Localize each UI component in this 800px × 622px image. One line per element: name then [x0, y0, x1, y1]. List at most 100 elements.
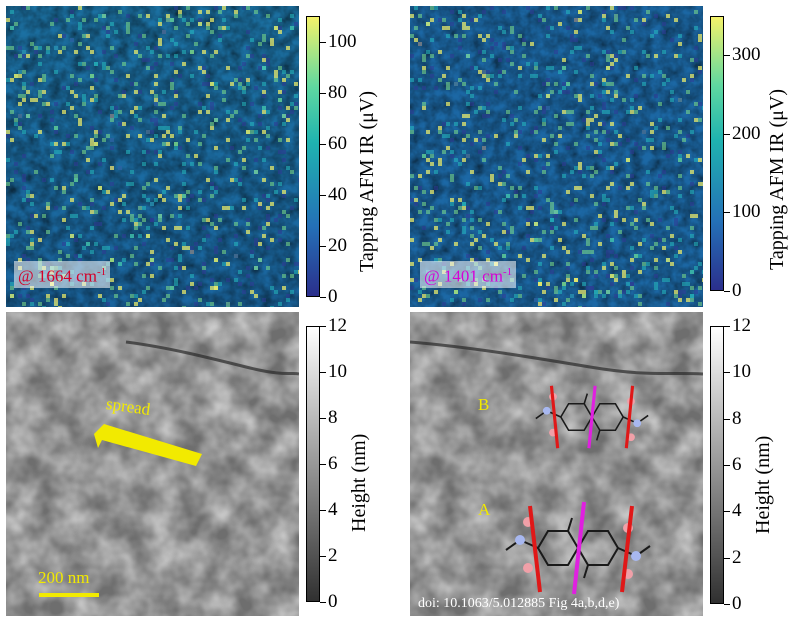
ir-pixel	[258, 146, 262, 150]
ir-pixel	[430, 74, 434, 78]
ir-pixel	[502, 230, 506, 234]
ir-pixel	[98, 294, 102, 298]
ir-pixel	[626, 110, 630, 114]
ir-pixel	[38, 114, 42, 118]
ir-pixel	[610, 274, 614, 278]
ir-pixel	[50, 178, 54, 182]
ir-pixel	[590, 286, 594, 290]
ir-pixel	[542, 166, 546, 170]
ir-pixel	[262, 82, 266, 86]
ir-pixel	[434, 86, 438, 90]
ir-pixel	[602, 122, 606, 126]
ir-pixel	[34, 134, 38, 138]
ir-pixel	[178, 126, 182, 130]
ir-pixel	[46, 102, 50, 106]
ir-pixel	[226, 262, 230, 266]
ir-pixel	[462, 302, 466, 306]
ir-pixel	[578, 290, 582, 294]
ir-pixel	[154, 198, 158, 202]
ir-pixel	[86, 206, 90, 210]
ir-pixel	[66, 254, 70, 258]
ir-pixel	[446, 66, 450, 70]
ir-pixel	[234, 222, 238, 226]
molecule-b-diagram	[535, 385, 649, 449]
ir-pixel	[74, 162, 78, 166]
ir-pixel	[22, 70, 26, 74]
ir-pixel	[654, 286, 658, 290]
ir-pixel	[258, 114, 262, 118]
ir-pixel	[594, 150, 598, 154]
ir-pixel	[482, 146, 486, 150]
ir-pixel	[270, 38, 274, 42]
ir-pixel	[510, 30, 514, 34]
ir-pixel	[486, 70, 490, 74]
ir-pixel	[478, 230, 482, 234]
ir-pixel	[126, 210, 130, 214]
ir-pixel	[62, 186, 66, 190]
ir-pixel	[574, 70, 578, 74]
ir-pixel	[146, 234, 150, 238]
ir-pixel	[474, 238, 478, 242]
ir-pixel	[54, 206, 58, 210]
ir-pixel	[286, 118, 290, 122]
ir-pixel	[662, 290, 666, 294]
ir-pixel	[510, 26, 514, 30]
ir-pixel	[678, 150, 682, 154]
ir-pixel	[490, 46, 494, 50]
wavenumber-exp: -1	[502, 266, 513, 278]
ir-pixel	[246, 218, 250, 222]
ir-pixel	[174, 90, 178, 94]
ir-pixel	[130, 170, 134, 174]
ir-pixel	[534, 158, 538, 162]
ir-pixel	[10, 138, 14, 142]
ir-pixel	[546, 82, 550, 86]
ir-pixel	[286, 74, 290, 78]
ir-pixel	[14, 54, 18, 58]
ir-pixel	[58, 250, 62, 254]
ir-pixel	[158, 218, 162, 222]
ir-pixel	[642, 130, 646, 134]
ir-pixel	[78, 118, 82, 122]
ir-pixel	[54, 70, 58, 74]
ir-pixel	[262, 58, 266, 62]
ir-pixel	[254, 86, 258, 90]
ir-pixel	[426, 210, 430, 214]
colorbar-ir1664-label: Tapping AFM IR (μV)	[356, 91, 378, 272]
ir-pixel	[650, 222, 654, 226]
ir-pixel	[90, 138, 94, 142]
ir-pixel	[494, 242, 498, 246]
ir-pixel	[258, 258, 262, 262]
ir-pixel	[422, 58, 426, 62]
ir-pixel	[146, 58, 150, 62]
ir-pixel	[690, 298, 694, 302]
ir-pixel	[670, 90, 674, 94]
ir-pixel	[502, 42, 506, 46]
colorbar-tick-label: 2	[732, 547, 742, 568]
ir-pixel	[614, 274, 618, 278]
ir-pixel	[218, 38, 222, 42]
ir-pixel	[70, 214, 74, 218]
ir-pixel	[110, 114, 114, 118]
ir-pixel	[662, 170, 666, 174]
ir-pixel	[226, 306, 230, 307]
ir-pixel	[678, 250, 682, 254]
ir-pixel	[118, 262, 122, 266]
colorbar-tick-label: 2	[328, 545, 338, 566]
ir-pixel	[54, 302, 58, 306]
ir-pixel	[46, 206, 50, 210]
ir-pixel	[154, 178, 158, 182]
ir-pixel	[54, 142, 58, 146]
ir-pixel	[618, 134, 622, 138]
ir-pixel	[186, 246, 190, 250]
ir-pixel	[646, 10, 650, 14]
ir-pixel	[198, 282, 202, 286]
ir-pixel	[242, 166, 246, 170]
ir-pixel	[634, 254, 638, 258]
ir-pixel	[466, 182, 470, 186]
ir-pixel	[454, 122, 458, 126]
ir-pixel	[90, 198, 94, 202]
ir-pixel	[254, 138, 258, 142]
ir-pixel	[630, 266, 634, 270]
ir-pixel	[266, 146, 270, 150]
ir-pixel	[546, 282, 550, 286]
